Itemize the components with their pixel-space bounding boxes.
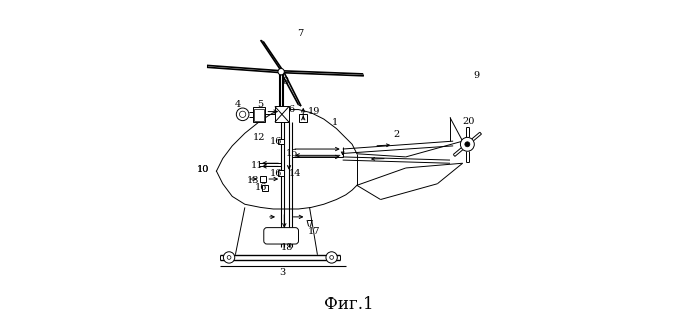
Circle shape (461, 137, 475, 151)
Text: 16: 16 (269, 137, 282, 146)
Text: 3: 3 (280, 268, 286, 277)
FancyBboxPatch shape (260, 176, 267, 182)
Text: 6: 6 (288, 105, 295, 114)
Text: 4: 4 (235, 100, 241, 109)
Text: 10: 10 (197, 165, 209, 174)
FancyBboxPatch shape (264, 228, 299, 244)
Text: 7: 7 (297, 29, 303, 38)
Text: 13: 13 (246, 176, 259, 185)
FancyBboxPatch shape (253, 107, 265, 122)
FancyBboxPatch shape (299, 114, 307, 122)
Text: 5: 5 (257, 100, 263, 109)
FancyBboxPatch shape (275, 107, 289, 122)
Text: 17: 17 (307, 227, 320, 236)
FancyBboxPatch shape (279, 139, 284, 144)
Text: 16: 16 (255, 183, 267, 192)
Text: 14: 14 (288, 169, 301, 178)
FancyBboxPatch shape (279, 170, 284, 176)
Text: Фиг.1: Фиг.1 (324, 296, 374, 313)
Text: 15: 15 (285, 149, 298, 158)
Text: 19: 19 (307, 107, 320, 116)
Text: 11: 11 (251, 161, 264, 170)
Text: 16: 16 (269, 169, 282, 178)
Circle shape (278, 68, 284, 75)
Text: 1: 1 (332, 118, 338, 127)
Text: 20: 20 (462, 117, 475, 126)
Polygon shape (216, 110, 357, 209)
Text: 18: 18 (281, 243, 294, 252)
Text: 10: 10 (197, 165, 209, 174)
Text: 12: 12 (253, 133, 265, 141)
FancyBboxPatch shape (262, 185, 267, 191)
Text: 8: 8 (283, 77, 289, 86)
Text: 2: 2 (393, 130, 399, 139)
Circle shape (237, 108, 249, 121)
Text: 9: 9 (474, 71, 480, 80)
Circle shape (465, 142, 470, 147)
Circle shape (326, 252, 337, 263)
Circle shape (223, 252, 235, 263)
